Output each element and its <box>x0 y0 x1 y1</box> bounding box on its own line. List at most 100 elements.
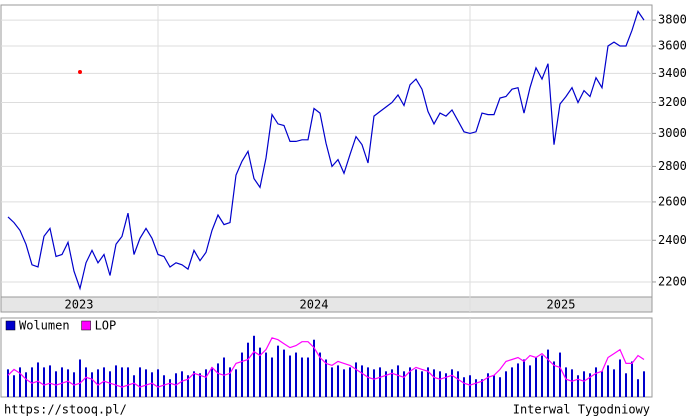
volume-bar <box>217 363 219 397</box>
volume-bar <box>409 367 411 397</box>
volume-bar <box>613 369 615 397</box>
volume-bar <box>37 362 39 397</box>
volume-bar <box>625 373 627 397</box>
volume-bar <box>151 372 153 397</box>
marker-dot <box>78 70 82 75</box>
volume-bar <box>571 369 573 397</box>
volume-bar <box>577 375 579 397</box>
volume-bar <box>205 369 207 397</box>
volume-bar <box>259 347 261 397</box>
x-label: 2023 <box>65 298 94 312</box>
volume-bar <box>277 345 279 397</box>
volume-bar <box>607 365 609 397</box>
volume-bar <box>361 365 363 397</box>
volume-bar <box>523 359 525 397</box>
volume-bar <box>457 371 459 397</box>
volume-bar <box>31 367 33 397</box>
volume-bar <box>85 367 87 397</box>
volume-bar <box>25 372 27 397</box>
volume-bar <box>343 369 345 397</box>
volume-bar <box>193 371 195 397</box>
y-tick-label: 3800 <box>658 13 687 27</box>
volume-bar <box>325 359 327 397</box>
volume-bar <box>391 369 393 397</box>
volume-bar <box>295 352 297 397</box>
volume-bar <box>289 355 291 397</box>
volume-bar <box>199 373 201 397</box>
plot-frame <box>0 4 653 298</box>
volume-bar <box>487 373 489 397</box>
volume-bar <box>385 371 387 397</box>
legend-label: LOP <box>95 319 117 333</box>
volume-bar <box>517 363 519 397</box>
volume-bar <box>373 369 375 397</box>
volume-bar <box>301 357 303 397</box>
volume-bar <box>427 367 429 397</box>
volume-bar <box>439 371 441 397</box>
volume-bar <box>139 367 141 397</box>
legend-label: Wolumen <box>19 319 70 333</box>
volume-bar <box>313 339 315 397</box>
volume-bar <box>463 377 465 397</box>
volume-bar <box>13 375 15 397</box>
volume-bar <box>49 365 51 397</box>
volume-bar <box>169 379 171 397</box>
volume-bar <box>529 365 531 397</box>
volume-bar <box>355 362 357 397</box>
y-tick-label: 2800 <box>658 159 687 173</box>
volume-bar <box>91 372 93 397</box>
volume-bar <box>265 352 267 397</box>
y-tick-label: 3400 <box>658 66 687 80</box>
volume-bar <box>349 367 351 397</box>
volume-bar <box>115 365 117 397</box>
volume-bar <box>133 375 135 397</box>
volume-bar <box>379 367 381 397</box>
volume-bar <box>223 357 225 397</box>
volume-bar <box>505 371 507 397</box>
volume-bar <box>601 371 603 397</box>
volume-bar <box>499 377 501 397</box>
y-tick-label: 3000 <box>658 126 687 140</box>
volume-bar <box>103 367 105 397</box>
volume-bar <box>271 357 273 397</box>
y-tick-label: 2600 <box>658 194 687 208</box>
price-line <box>7 10 645 291</box>
volume-bar <box>637 379 639 397</box>
volume-bar <box>643 371 645 397</box>
volume-bar <box>157 369 159 397</box>
volume-bar <box>211 367 213 397</box>
volume-bar <box>337 365 339 397</box>
volume-bar <box>247 342 249 397</box>
volume-bar <box>109 371 111 397</box>
volume-bar <box>61 367 63 397</box>
y-tick-label: 2400 <box>658 233 687 247</box>
volume-bar <box>19 367 21 397</box>
footer-right: Interwal Tygodniowy <box>513 403 650 417</box>
volume-bar <box>79 359 81 397</box>
volume-bar <box>181 371 183 397</box>
volume-bar <box>469 375 471 397</box>
volume-bar <box>595 367 597 397</box>
volume-bar <box>559 352 561 397</box>
legend-swatch <box>81 320 91 331</box>
y-tick-label: 3600 <box>658 39 687 53</box>
volume-bar <box>331 367 333 397</box>
volume-bar <box>535 357 537 397</box>
volume-bar <box>481 379 483 397</box>
volume-bar <box>631 361 633 397</box>
lop-line <box>7 337 645 388</box>
volume-bar <box>619 359 621 397</box>
volume-bar <box>229 367 231 397</box>
volume-bar <box>553 361 555 397</box>
volume-bar <box>127 367 129 397</box>
volume-bar <box>415 369 417 397</box>
volume-bar <box>541 355 543 397</box>
volume-bar <box>403 371 405 397</box>
volume-bar <box>397 365 399 397</box>
volume-bar <box>121 367 123 397</box>
volume-bar <box>445 373 447 397</box>
volume-bar <box>97 369 99 397</box>
volume-bar <box>565 367 567 397</box>
volume-bar <box>493 375 495 397</box>
